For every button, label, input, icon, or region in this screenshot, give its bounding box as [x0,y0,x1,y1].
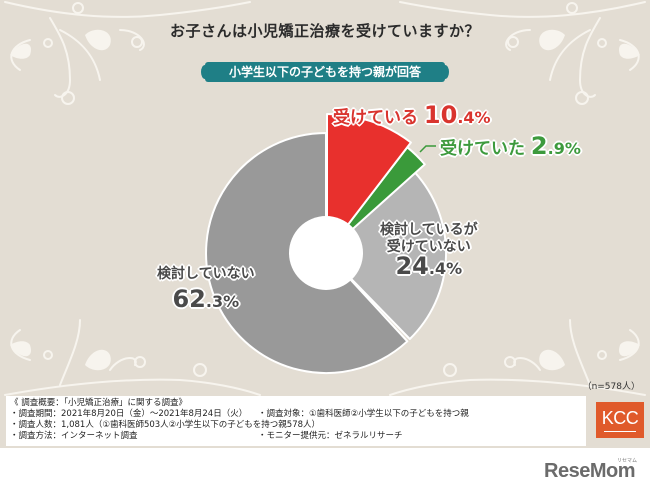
kcc-logo: KCC [596,402,644,438]
label-considering-not-receiving: 検討しているが 受けていない 24.4% [380,222,478,280]
notes-heading: 《 調査概要：「小児矯正治療」に関する調査》 [10,398,187,408]
survey-notes: 《 調査概要：「小児矯正治療」に関する調査》 ・調査期間：2021年8月20日（… [6,396,586,446]
respondent-badge: 小学生以下の子どもを持つ親が回答 [201,62,449,82]
sample-size: （n=578人） [582,382,640,392]
green-leader-line [419,145,436,153]
floral-ornaments [4,1,646,396]
donut-hole [289,216,363,290]
label-receiving: 受けている 10.4% [333,101,491,129]
notes-target: ・調査対象：①歯科医師②小学生以下の子どもを持つ親 [258,409,469,419]
notes-period: ・調査期間：2021年8月20日（金）～2021年8月24日（火） [10,409,248,419]
notes-row-1: ・調査期間：2021年8月20日（金）～2021年8月24日（火） ・調査対象：… [10,409,582,420]
notes-provider: ・モニター提供元：ゼネラルリサーチ [258,431,403,441]
chart-card: お子さんは小児矯正治療を受けていますか？ 小学生以下の子どもを持つ親が回答 受け… [0,0,650,448]
chart-title: お子さんは小児矯正治療を受けていますか？ [169,22,480,40]
resemom-logo-sub: リセマム [617,458,638,464]
notes-count: ・調査人数：1,081人（①歯科医師503人②小学生以下の子どもを持つ親578人… [10,420,321,430]
donut-chart [205,113,448,374]
resemom-logo[interactable]: ReseMom [544,460,635,482]
notes-row-3: ・調査方法：インターネット調査 ・モニター提供元：ゼネラルリサーチ [10,431,582,442]
slice-considering-not-receiving[interactable] [325,171,448,340]
notes-method: ・調査方法：インターネット調査 [10,431,138,441]
slice-receiving[interactable] [326,113,412,253]
label-not-considering: 検討していない 62.3% [157,266,255,313]
label-received-past: 受けていた 2.9% [440,132,581,160]
